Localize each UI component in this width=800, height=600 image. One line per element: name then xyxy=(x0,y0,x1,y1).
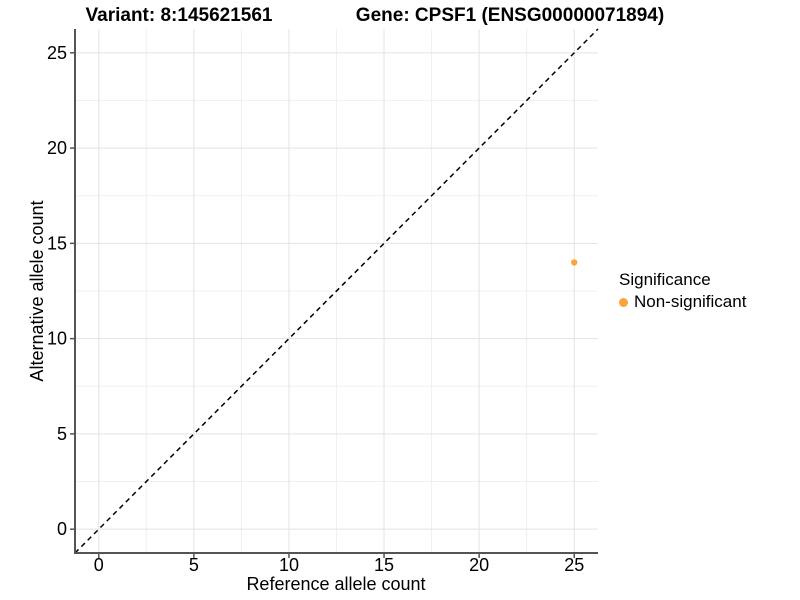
legend-title: Significance xyxy=(619,270,711,289)
x-tick-label: 20 xyxy=(469,555,489,575)
legend-key-dot-icon xyxy=(619,297,628,307)
legend-item-label: Non-significant xyxy=(634,292,747,311)
y-tick-label: 15 xyxy=(47,233,67,253)
y-tick-label: 10 xyxy=(47,329,67,349)
plot-title-variant: Variant: 8:145621561 xyxy=(85,5,273,26)
x-tick-label: 15 xyxy=(374,555,394,575)
data-point xyxy=(571,259,578,266)
identity-dashed-line xyxy=(74,28,599,554)
x-tick-label: 25 xyxy=(564,555,584,575)
y-tick-label: 5 xyxy=(57,424,67,444)
x-tick-label: 10 xyxy=(279,555,299,575)
x-tick-label: 5 xyxy=(189,555,199,575)
y-tick-label: 0 xyxy=(57,519,67,539)
y-axis-title: Alternative allele count xyxy=(27,200,47,382)
x-tick-label: 0 xyxy=(94,555,104,575)
legend-item: Non-significant xyxy=(619,292,746,312)
y-tick-label: 20 xyxy=(47,138,67,158)
plot-title-gene: Gene: CPSF1 (ENSG00000071894) xyxy=(355,5,665,26)
x-axis-title: Reference allele count xyxy=(246,574,426,594)
y-tick-label: 25 xyxy=(47,43,67,63)
legend: Significance Non-significant xyxy=(619,270,746,312)
